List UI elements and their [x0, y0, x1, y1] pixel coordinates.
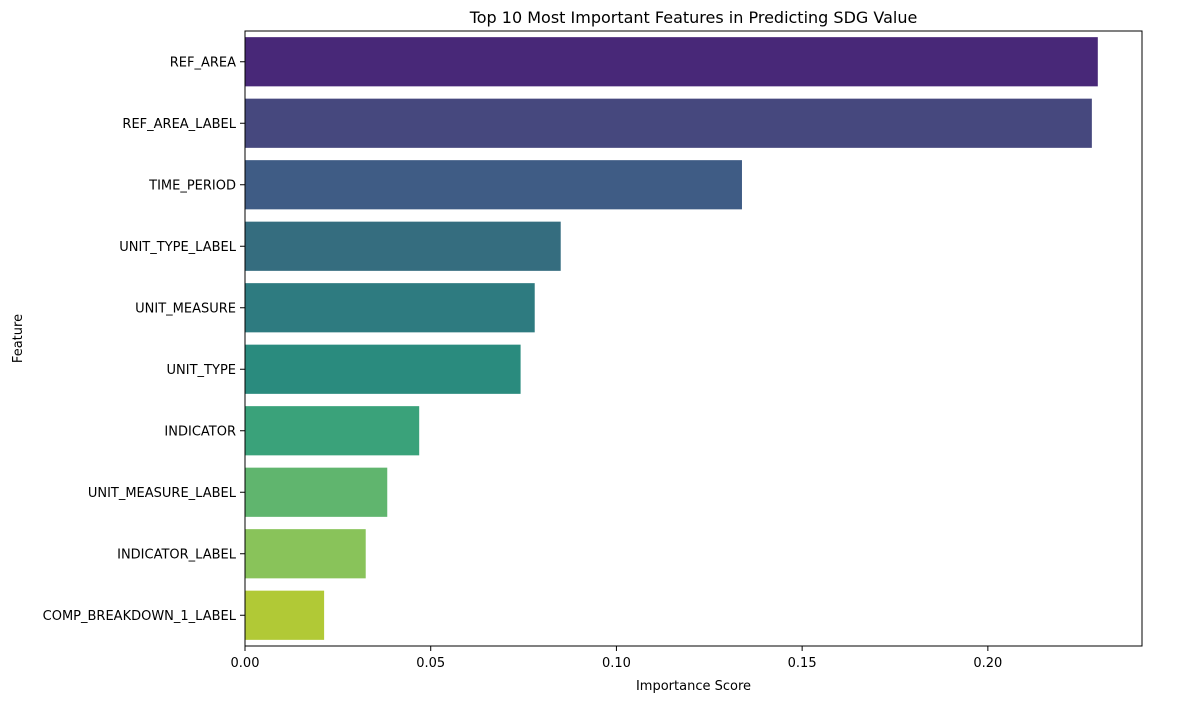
plot-frame	[244, 30, 1143, 647]
x-tick-label: 0.00	[231, 656, 260, 671]
bar-unit-measure	[245, 283, 535, 333]
x-tick-label: 0.15	[788, 656, 817, 671]
y-tick-label: UNIT_MEASURE	[135, 301, 236, 316]
y-axis-label: Feature	[11, 314, 26, 363]
bar-time-period	[245, 160, 742, 210]
bar-indicator	[245, 406, 420, 456]
y-axis-ticks: REF_AREA REF_AREA_LABEL TIME_PERIOD UNIT_TY…	[43, 55, 245, 624]
y-tick-label: UNIT_TYPE_LABEL	[119, 240, 237, 255]
y-tick-label: UNIT_MEASURE_LABEL	[88, 486, 237, 501]
y-tick-label: INDICATOR_LABEL	[117, 547, 237, 562]
y-tick-label: REF_AREA_LABEL	[122, 117, 236, 132]
y-tick-label: UNIT_TYPE	[167, 363, 236, 378]
bars-group	[245, 37, 1098, 640]
bar-unit-type	[245, 344, 521, 394]
chart-title: Top 10 Most Important Features in Predic…	[469, 8, 918, 27]
bar-ref-area-label	[245, 98, 1092, 148]
y-tick-label: COMP_BREAKDOWN_1_LABEL	[43, 609, 237, 624]
bar-indicator-label	[245, 529, 366, 579]
x-axis-label: Importance Score	[636, 679, 751, 694]
x-tick-label: 0.10	[602, 656, 631, 671]
bar-ref-area	[245, 37, 1098, 87]
x-axis-ticks: 0.00 0.05 0.10 0.15 0.20	[231, 646, 1002, 671]
x-tick-label: 0.20	[973, 656, 1002, 671]
y-tick-label: REF_AREA	[170, 55, 236, 70]
x-tick-label: 0.05	[416, 656, 445, 671]
y-tick-label: TIME_PERIOD	[148, 178, 236, 193]
bar-unit-measure-label	[245, 467, 388, 517]
bar-unit-type-label	[245, 221, 561, 271]
bar-comp-breakdown-1-label	[245, 590, 325, 640]
y-tick-label: INDICATOR	[164, 424, 236, 439]
